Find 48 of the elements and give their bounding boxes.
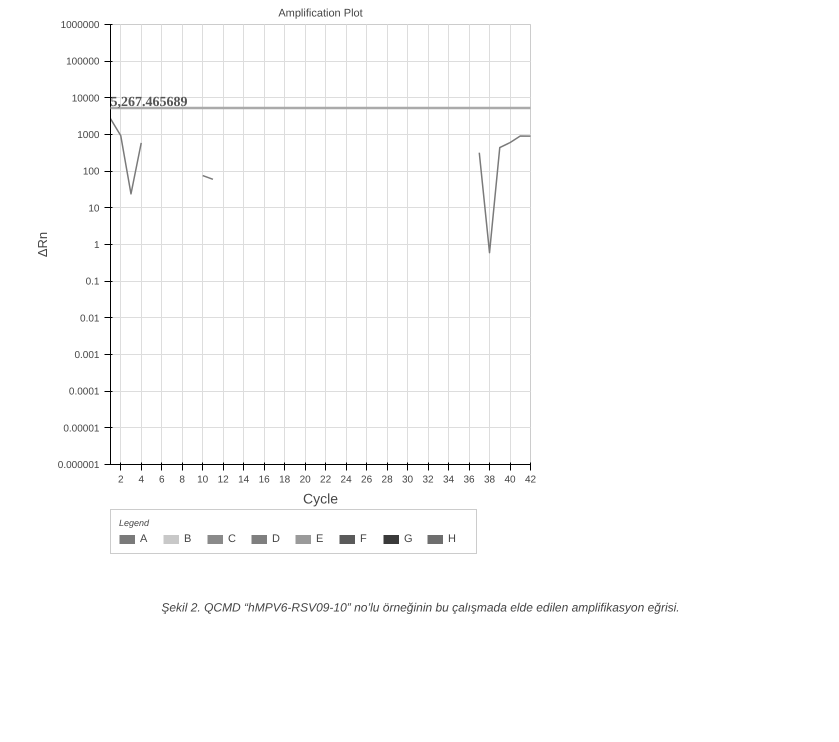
y-tick-label: 100 bbox=[82, 166, 100, 178]
x-tick-label: 34 bbox=[442, 474, 455, 486]
x-tick-label: 2 bbox=[118, 474, 124, 486]
x-tick-label: 38 bbox=[484, 474, 496, 486]
y-tick-label: 0.001 bbox=[74, 350, 100, 361]
y-tick-label: 10000 bbox=[72, 93, 100, 104]
x-tick-label: 18 bbox=[279, 474, 291, 486]
legend-label: C bbox=[228, 533, 237, 545]
text: Şekil 2. QCMD “hMPV6-RSV09-10” no’lu örneğinin bu çalışmada elde edilen amplifikasyon eğrisi. bbox=[161, 600, 680, 614]
y-tick-label: 0.0001 bbox=[68, 386, 100, 398]
y-tick-label: 1000 bbox=[77, 130, 100, 141]
x-tick-label: 24 bbox=[340, 474, 352, 486]
x-tick-label: 42 bbox=[524, 474, 536, 486]
y-tick-label: 1000000 bbox=[60, 20, 100, 31]
x-tick-label: 12 bbox=[218, 474, 230, 486]
chart-title: Amplification Plot bbox=[278, 8, 363, 20]
y-tick-label: 100000 bbox=[66, 56, 100, 68]
legend-label: E bbox=[316, 533, 324, 545]
x-tick-label: 28 bbox=[382, 474, 394, 486]
legend-label: F bbox=[360, 533, 368, 545]
x-tick-label: 16 bbox=[258, 474, 270, 486]
y-tick-label: 1 bbox=[94, 240, 100, 251]
legend-label: G bbox=[404, 533, 414, 545]
legend-label: H bbox=[448, 533, 457, 545]
x-tick-label: 26 bbox=[361, 474, 373, 486]
y-tick-label: 10 bbox=[88, 203, 100, 214]
x-tick-label: 6 bbox=[158, 474, 165, 486]
y-tick-label: 0.1 bbox=[86, 276, 100, 288]
x-tick-label: 8 bbox=[179, 474, 186, 486]
y-axis-title: ΔRn bbox=[34, 232, 50, 258]
ref-line-label: 5,267.465689 bbox=[110, 95, 188, 110]
x-tick-label: 30 bbox=[402, 474, 414, 486]
y-tick-label: 0.00001 bbox=[63, 423, 100, 434]
x-tick-label: 36 bbox=[463, 474, 476, 486]
x-tick-label: 22 bbox=[320, 474, 332, 486]
x-tick-label: 10 bbox=[197, 474, 209, 486]
x-tick-label: 4 bbox=[138, 474, 144, 486]
x-tick-label: 40 bbox=[504, 474, 516, 486]
x-tick-label: 32 bbox=[422, 474, 434, 486]
legend-label: D bbox=[272, 533, 281, 545]
legend-label: B bbox=[184, 533, 192, 545]
legend-label: A bbox=[140, 533, 148, 545]
x-tick-label: 14 bbox=[238, 474, 250, 486]
y-tick-label: 0.01 bbox=[80, 313, 100, 324]
x-tick-label: 20 bbox=[300, 474, 312, 486]
x-axis-title: Cycle bbox=[302, 490, 338, 506]
legend-title: Legend bbox=[119, 518, 150, 528]
y-tick-label: 0.000001 bbox=[58, 460, 100, 471]
